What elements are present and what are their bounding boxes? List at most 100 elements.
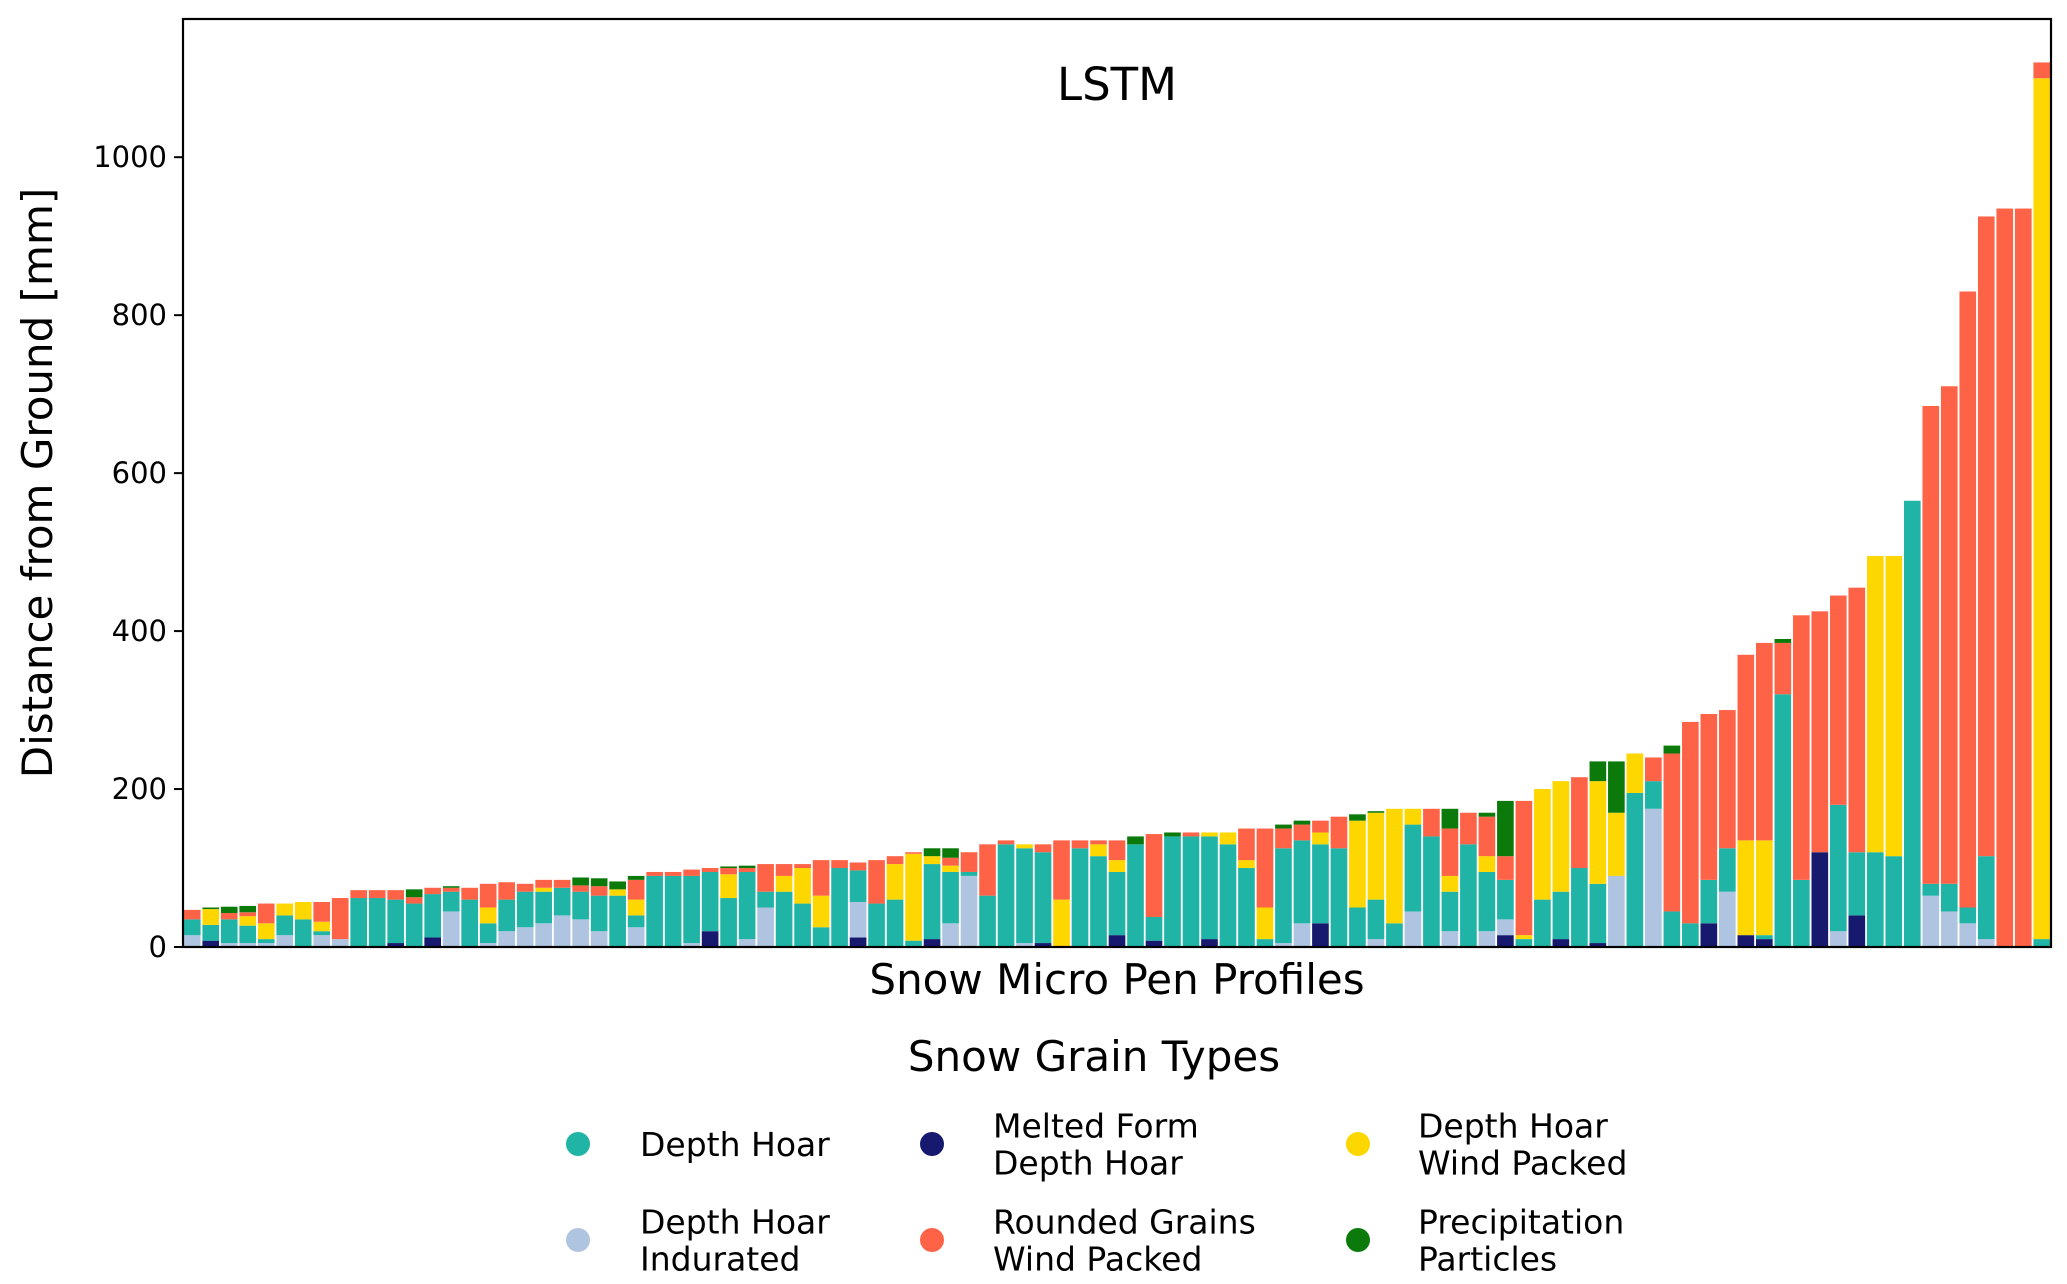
bar-segment-pp [1349, 814, 1366, 821]
bar-segment-dhi [516, 927, 534, 947]
bar-stack [220, 906, 238, 947]
bar-segment-dhw [1885, 556, 1903, 857]
bar-stack [1774, 638, 1792, 947]
bar-stack [1977, 216, 1995, 947]
bar-segment-mf [202, 940, 220, 947]
bar-segment-mf [1145, 940, 1163, 947]
bar-stack [1404, 808, 1422, 947]
bar-segment-dh [1571, 868, 1588, 947]
bar-stack [701, 868, 719, 947]
bar-segment-dh [276, 915, 294, 936]
y-tick-label: 800 [112, 298, 167, 332]
bar-stack [1682, 721, 1699, 947]
bar-segment-dhi [313, 935, 331, 947]
bar-segment-dh [2033, 939, 2051, 947]
bar-segment-mf [1497, 935, 1514, 947]
bar-stack [1959, 291, 1977, 947]
bar-segment-rg [720, 868, 737, 875]
bar-segment-dh [535, 891, 552, 924]
bar-segment-rg [1238, 828, 1255, 861]
bar-stack [646, 871, 663, 947]
bar-segment-dh [1423, 836, 1440, 947]
bar-stack [923, 848, 941, 947]
bar-segment-pp [720, 866, 737, 869]
bar-segment-rg [812, 860, 830, 896]
legend-label: Depth Hoar [640, 1125, 830, 1164]
bar-segment-dhi [572, 919, 589, 947]
bar-stack [775, 864, 793, 947]
bar-segment-rg [646, 871, 663, 876]
bar-segment-dhw [1866, 556, 1884, 853]
bar-stack [1108, 840, 1126, 947]
chart-title: LSTM [1057, 58, 1177, 111]
bar-stack [387, 890, 405, 947]
bar-segment-rg [1792, 615, 1810, 880]
bar-segment-dh [720, 898, 737, 947]
bar-segment-rg [1330, 816, 1348, 849]
bar-segment-dhw [1108, 860, 1126, 872]
bar-segment-dh [1108, 871, 1126, 936]
bar-segment-dh [1293, 840, 1311, 924]
bar-segment-pp [1663, 745, 1681, 754]
bar-stack [1571, 777, 1588, 947]
bar-segment-dhi [627, 927, 645, 947]
bar-segment-pp [1441, 808, 1459, 829]
bar-stack [1145, 834, 1163, 947]
bar-segment-dh [1682, 923, 1699, 947]
bar-segment-dh [1349, 907, 1366, 947]
bar-segment-rg [738, 868, 756, 872]
bar-stack [960, 852, 978, 947]
bar-segment-rg [1848, 587, 1866, 853]
bar-segment-dhw [1201, 832, 1218, 837]
bar-segment-dhw [313, 921, 331, 932]
plot-area-frame [181, 17, 2053, 949]
bar-segment-dh [1275, 848, 1292, 944]
bar-segment-dhi [960, 875, 978, 947]
bar-segment-dhi [1608, 875, 1625, 947]
bar-segment-dhw [276, 903, 294, 916]
bar-segment-dh [1866, 852, 1884, 947]
bar-stack [664, 871, 682, 947]
bar-segment-dh [1219, 844, 1237, 947]
bar-stack [1866, 556, 1884, 947]
bar-stack [442, 886, 460, 947]
bar-stack [868, 860, 885, 947]
bar-segment-dh [942, 871, 959, 924]
bar-stack [1219, 832, 1237, 947]
bar-segment-rg [1940, 386, 1958, 884]
bar-segment-rg [1478, 816, 1496, 857]
bar-segment-rg [572, 885, 589, 892]
bar-segment-dh [1145, 916, 1163, 941]
bar-stack [1645, 757, 1662, 947]
bar-segment-pp [239, 905, 257, 913]
bar-segment-rg [1293, 824, 1311, 841]
bar-segment-dhw [627, 899, 645, 916]
bar-segment-pp [1367, 811, 1385, 813]
bar-segment-dh [646, 875, 663, 947]
bar-segment-dhw [1404, 808, 1422, 825]
bar-segment-rg [2033, 62, 2051, 79]
bar-segment-pp [1293, 820, 1311, 825]
bar-segment-dhi [183, 935, 201, 947]
bar-stack [683, 869, 700, 947]
bar-stack [590, 878, 608, 947]
bar-segment-dh [442, 891, 460, 912]
bar-segment-mf [701, 931, 719, 947]
bar-segment-rg [1774, 642, 1792, 695]
bar-segment-dh [1478, 871, 1496, 932]
bar-segment-dhw [1090, 844, 1107, 857]
bar-stack [1756, 642, 1773, 947]
bar-segment-pp [442, 886, 460, 888]
bar-segment-dh [590, 895, 608, 932]
bar-segment-dhw [479, 907, 497, 924]
bar-stack [1386, 808, 1403, 947]
bar-stack [738, 865, 756, 947]
bar-stack [1608, 761, 1625, 947]
bar-segment-rg [942, 857, 959, 866]
bar-segment-dhi [1940, 911, 1958, 947]
bar-segment-dhi [479, 943, 497, 947]
bar-stack [1663, 745, 1681, 947]
bar-stack [405, 889, 423, 947]
bar-segment-dhw [1053, 899, 1070, 947]
legend-marker [566, 1228, 590, 1252]
